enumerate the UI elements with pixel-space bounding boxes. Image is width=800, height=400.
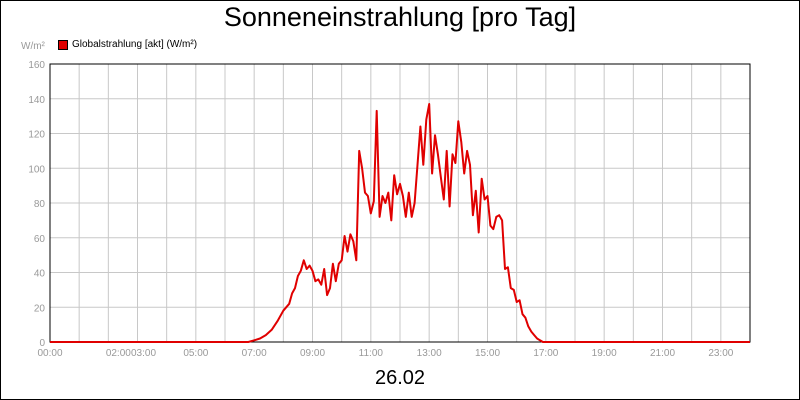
x-tick-label: 15:00 — [475, 348, 500, 359]
y-tick-label: 40 — [34, 269, 46, 280]
x-tick-label: 03:00 — [131, 348, 156, 359]
x-tick-label: 21:00 — [650, 348, 675, 359]
chart-title: Sonneneinstrahlung [pro Tag] — [223, 2, 577, 32]
x-tick-label: 00:00 — [37, 348, 62, 359]
y-tick-label: 160 — [28, 60, 45, 71]
series-line-globalstrahlung — [50, 103, 750, 343]
y-tick-label: 140 — [28, 95, 45, 106]
x-tick-label: 17:00 — [533, 348, 558, 359]
legend: Globalstrahlung [akt] (W/m²) — [58, 39, 197, 50]
y-axis-unit-label: W/m² — [21, 41, 45, 52]
x-tick-label: 05:00 — [183, 348, 208, 359]
y-tick-label: 0 — [39, 338, 45, 349]
y-tick-label: 20 — [34, 303, 46, 314]
x-tick-label: 11:00 — [359, 348, 384, 359]
y-tick-label: 80 — [34, 199, 46, 210]
legend-label: Globalstrahlung [akt] (W/m²) — [72, 39, 198, 50]
y-tick-label: 60 — [34, 234, 46, 245]
x-tick-label: 02:00 — [106, 348, 131, 359]
y-tick-label: 100 — [28, 164, 45, 175]
x-tick-label: 07:00 — [242, 348, 267, 359]
plot-border — [49, 63, 751, 343]
x-tick-label: 23:00 — [708, 348, 733, 359]
x-tick-label: 19:00 — [592, 348, 617, 359]
chart-date-label: 26.02 — [374, 367, 426, 389]
x-tick-label: 13:00 — [417, 348, 442, 359]
y-tick-label: 120 — [28, 130, 45, 141]
x-tick-label: 09:00 — [300, 348, 325, 359]
legend-swatch — [58, 39, 68, 50]
